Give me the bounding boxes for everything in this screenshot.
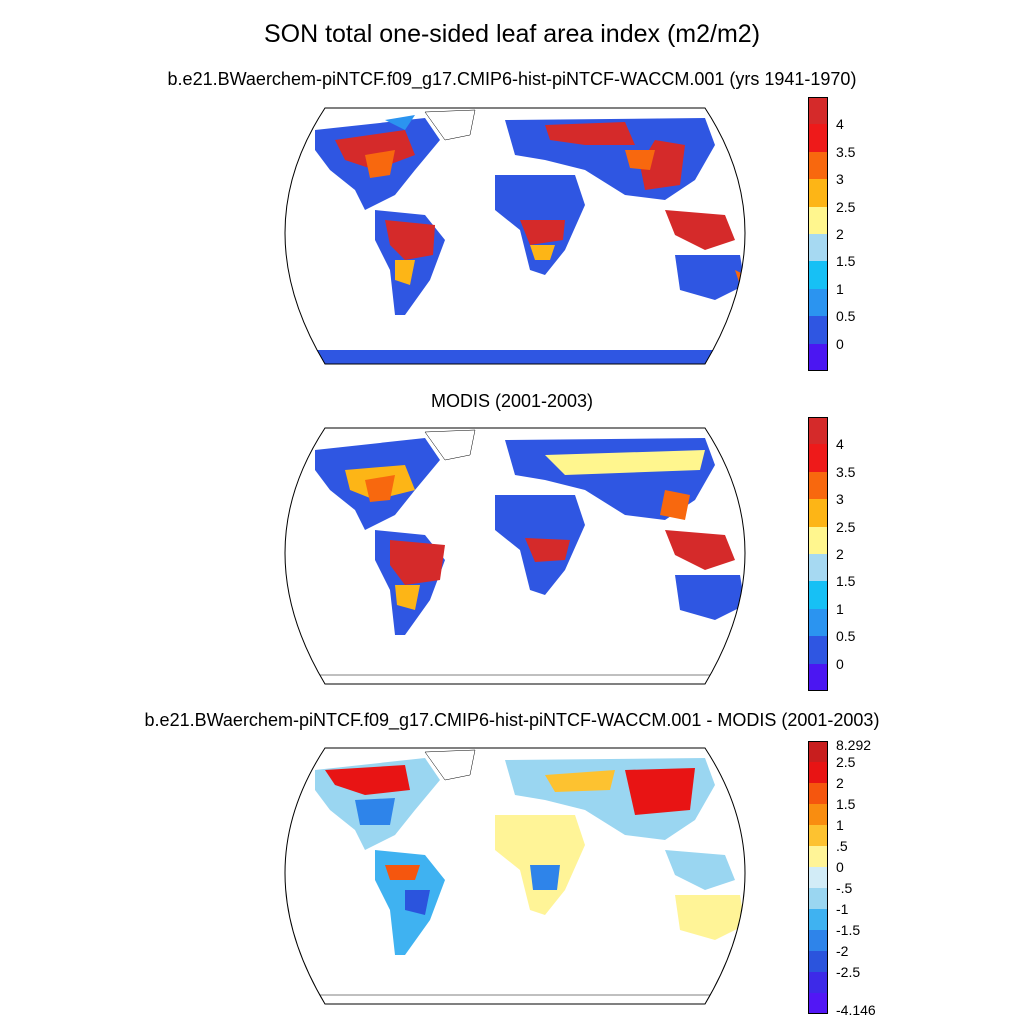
colorbar-label: 2.5 (836, 518, 856, 535)
colorbar-label: 1 (836, 600, 844, 617)
colorbar-label: .5 (836, 838, 848, 854)
colorbar-label: 1.5 (836, 573, 856, 590)
colorbar-label: 4 (836, 436, 844, 453)
panel-difference (245, 740, 785, 1012)
main-title: SON total one-sided leaf area index (m2/… (263, 20, 761, 48)
panel-model (245, 100, 785, 372)
colorbar-label: 1 (836, 817, 844, 833)
map-modis (284, 427, 746, 685)
colorbar-label: 2 (836, 775, 844, 791)
colorbar-label: -2.5 (836, 964, 861, 980)
colorbar-label: 0 (836, 655, 844, 672)
colorbar-frame (808, 97, 828, 371)
colorbar-label: 0.5 (836, 308, 856, 325)
colorbar-frame (808, 741, 828, 1014)
panel-modis (245, 420, 785, 692)
colorbar-label: 3 (836, 171, 844, 188)
colorbar-label: 8.292 (836, 737, 872, 753)
colorbar-label: 2 (836, 226, 844, 242)
panel-modis-title: MODIS (2001-2003) (430, 391, 594, 411)
map-difference (284, 747, 746, 1005)
colorbar-label: -2 (836, 943, 849, 959)
colorbar-label: 1.5 (836, 253, 856, 270)
colorbar-label: 0 (836, 859, 844, 875)
colorbar-label: 1.5 (836, 796, 856, 812)
colorbar-label: 2.5 (836, 198, 856, 215)
colorbar-label: -1.5 (836, 922, 861, 938)
colorbar-label: 3 (836, 491, 844, 508)
colorbar-label: 2 (836, 546, 844, 562)
panel-model-title: b.e21.BWaerchem-piNTCF.f09_g17.CMIP6-his… (167, 69, 857, 89)
colorbar-label: -.5 (836, 880, 853, 896)
colorbar-label: -1 (836, 901, 849, 917)
colorbar-label: 1 (836, 280, 844, 297)
colorbar-label: 2.5 (836, 754, 856, 770)
map-model (284, 107, 746, 365)
panel-difference-title: b.e21.BWaerchem-piNTCF.f09_g17.CMIP6-his… (144, 710, 880, 730)
colorbar-label: 3.5 (836, 143, 856, 160)
colorbar-label: 3.5 (836, 463, 856, 480)
colorbar-label: 4 (836, 116, 844, 133)
colorbar-label: -4.146 (836, 1002, 876, 1018)
colorbar-label: 0.5 (836, 628, 856, 645)
colorbar-frame (808, 417, 828, 691)
colorbar-label: 0 (836, 335, 844, 352)
